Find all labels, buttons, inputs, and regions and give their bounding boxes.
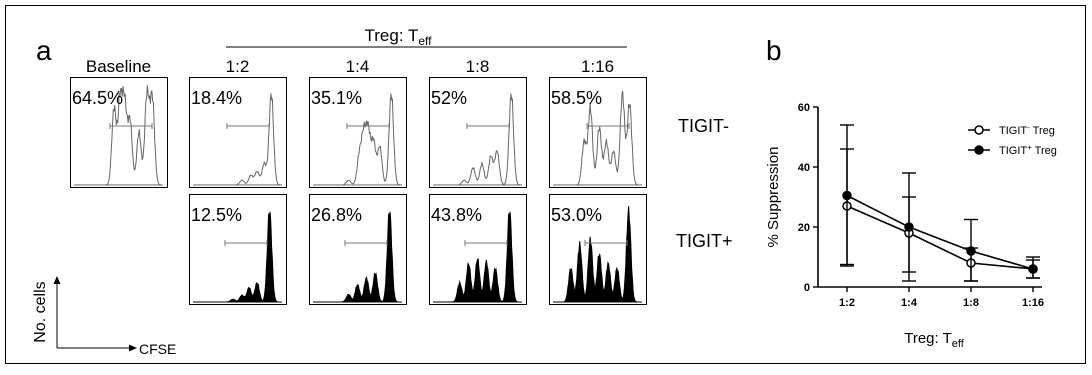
chart-x-axis-label: Treg: Teff	[904, 330, 964, 350]
histogram-minus-2: 35.1%	[309, 77, 407, 188]
x-tick-label: 1:4	[901, 297, 918, 309]
legend-marker	[974, 145, 984, 155]
panel-a-header-sub: eff	[418, 34, 432, 48]
chart-x-axis-label-sub: eff	[952, 338, 965, 350]
percent-label: 58.5%	[551, 88, 602, 108]
column-header-1-4: 1:4	[346, 57, 370, 76]
histogram-curve	[313, 93, 402, 186]
histogram-curve	[193, 93, 282, 186]
histogram-curve	[313, 211, 402, 303]
chart-series	[840, 124, 1040, 282]
column-header-1-2: 1:2	[226, 57, 250, 76]
legend-label-tail: Treg	[1030, 125, 1055, 137]
y-tick-label: 60	[798, 102, 810, 114]
histogram-curve	[553, 206, 642, 303]
legend-label-main: TIGIT	[999, 145, 1027, 157]
data-point	[966, 246, 976, 256]
histogram-minus-0: 64.5%	[70, 77, 168, 188]
data-point	[904, 222, 914, 232]
percent-label: 52%	[431, 88, 467, 108]
histogram-curve	[433, 93, 522, 186]
legend-label-sup: -	[1027, 123, 1030, 132]
panel-a-header: Treg: Teff	[365, 26, 433, 48]
suppression-chart: % Suppression Treg: Teff 0 20 40 60 1:2 1:4 1:…	[765, 102, 1057, 350]
series-line	[846, 194, 1034, 270]
y-arrow-head	[53, 276, 61, 284]
data-point	[1028, 264, 1038, 274]
x-tick-label: 1:16	[1022, 297, 1044, 309]
figure-frame	[5, 5, 1086, 364]
histogram-minus-3: 52%	[429, 77, 527, 188]
legend-label-main: TIGIT	[999, 125, 1027, 137]
histogram-curve	[553, 90, 642, 186]
x-tick-label: 1:8	[963, 297, 979, 309]
y-tick-label: 0	[804, 282, 810, 294]
cfse-axes: No. cells CFSE	[32, 276, 176, 357]
histogram-grid: 64.5% 18.4% 35.1% 52% 58.5% 12.5% 26.8% 43.8% 53…	[70, 77, 647, 305]
histogram-minus-4: 58.5%	[549, 77, 647, 188]
histogram-plus-1: 12.5%	[189, 194, 287, 305]
legend-item-1: TIGIT+ Treg	[968, 143, 1057, 157]
legend-label: TIGIT- Treg	[999, 123, 1055, 137]
percent-label: 43.8%	[431, 205, 482, 225]
histogram-curve	[74, 85, 163, 186]
legend-label: TIGIT+ Treg	[999, 143, 1057, 157]
x-arrow-head	[129, 344, 137, 352]
column-headers: Baseline 1:2 1:4 1:8 1:16	[86, 57, 614, 76]
panel-b-label: b	[766, 35, 782, 66]
row-label-tigit-plus: TIGIT+	[676, 231, 733, 251]
x-tick-label: 1:2	[839, 297, 855, 309]
y-axis-label-cells: No. cells	[32, 281, 49, 342]
percent-label: 53.0%	[551, 205, 602, 225]
percent-label: 18.4%	[191, 88, 242, 108]
column-header-1-8: 1:8	[466, 57, 490, 76]
percent-label: 35.1%	[311, 88, 362, 108]
data-point	[842, 190, 852, 201]
chart-x-axis-label-main: Treg: T	[904, 330, 952, 347]
series-line	[846, 205, 1034, 270]
panel-a-label: a	[36, 35, 52, 66]
histogram-plus-3: 43.8%	[429, 194, 527, 305]
percent-label: 64.5%	[72, 88, 123, 108]
column-header-1-16: 1:16	[581, 57, 614, 76]
y-tick-label: 40	[798, 162, 810, 174]
chart-axes: 0 20 40 60 1:2 1:4 1:8 1:16	[798, 102, 1044, 309]
percent-label: 12.5%	[191, 205, 242, 225]
row-label-tigit-minus: TIGIT-	[678, 116, 729, 136]
histogram-plus-2: 26.8%	[309, 194, 407, 305]
histogram-minus-1: 18.4%	[189, 77, 287, 188]
panel-a-header-main: Treg: T	[365, 26, 419, 45]
legend-label-sup: +	[1027, 143, 1032, 152]
histogram-plus-4: 53.0%	[549, 194, 647, 305]
x-axis-label-cfse: CFSE	[139, 341, 176, 357]
percent-label: 26.8%	[311, 205, 362, 225]
series-1	[840, 124, 1040, 282]
series-0	[840, 148, 1040, 282]
histogram-curve	[193, 211, 282, 303]
legend-label-tail: Treg	[1032, 145, 1057, 157]
legend-item-0: TIGIT- Treg	[968, 123, 1055, 137]
histogram-curve	[433, 211, 522, 303]
column-header-baseline: Baseline	[86, 57, 151, 76]
y-tick-label: 20	[798, 222, 810, 234]
chart-y-axis-label: % Suppression	[765, 147, 782, 248]
legend-marker	[974, 125, 984, 135]
